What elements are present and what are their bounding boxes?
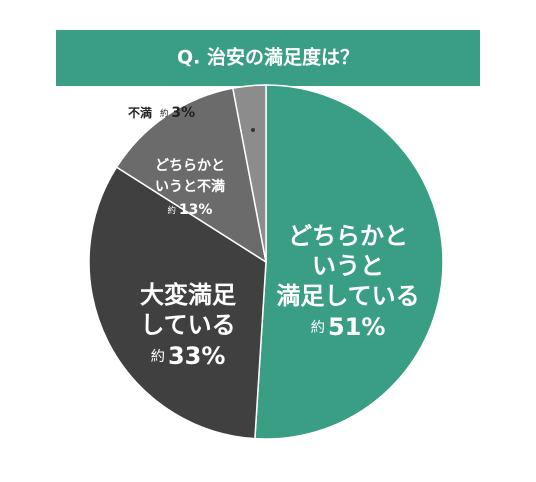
value-prefix: 約 [151,348,165,365]
value-number: 51% [328,313,385,341]
value-prefix: 約 [168,205,176,215]
value-prefix: 約 [311,319,325,336]
slice-pointer [251,128,255,132]
chart-title: Q. 治安の満足度は？ [177,46,359,69]
pie-slice [231,84,267,263]
label-line: いうと不満 [155,178,225,195]
label-line: している [140,311,235,339]
slice-label: どちらかというと不満 [155,158,225,195]
value-label: 約 33% [151,342,226,370]
title-banner [56,30,480,86]
value-label: 約 13% [168,202,213,218]
pie-slice [115,87,268,264]
value-label: 約 3% [160,105,195,121]
value-number: 3% [171,105,195,121]
label-line: 大変満足 [140,281,236,309]
pie-slice [254,84,444,440]
value-label: 約 51% [311,313,386,341]
label-line: 満足している [276,282,419,310]
label-line: いうと [312,252,384,280]
value-prefix: 約 [160,108,168,118]
slice-label: 不満 [128,105,152,120]
label-line: 不満 [128,105,152,120]
value-number: 13% [179,202,213,218]
slice-label: 大変満足している [140,281,236,339]
label-line: どちらかと [155,158,225,174]
slice-label: どちらかというと満足している [276,222,419,310]
pie-slice [88,166,267,440]
value-number: 33% [168,342,225,370]
label-line: どちらかと [288,222,408,250]
